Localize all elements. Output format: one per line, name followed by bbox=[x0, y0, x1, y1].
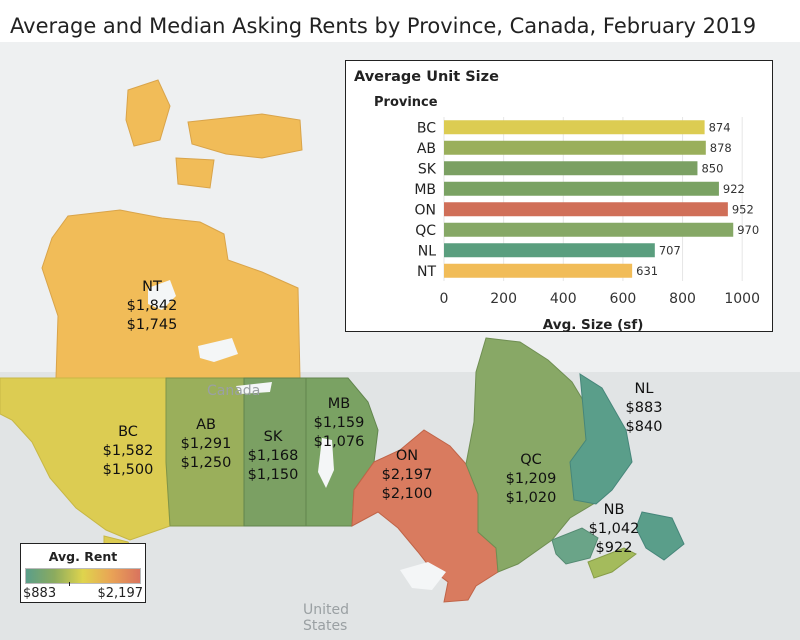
label-bc-avg: $1,582 bbox=[102, 443, 154, 459]
lake-athabasca bbox=[236, 382, 272, 394]
y-tick-label: SK bbox=[418, 161, 437, 177]
label-ab-code: AB bbox=[196, 417, 216, 433]
label-qc-avg: $1,209 bbox=[505, 471, 557, 487]
label-on-avg: $2,197 bbox=[381, 467, 433, 483]
bar bbox=[444, 202, 728, 217]
x-tick-label: 200 bbox=[490, 291, 517, 307]
label-sk-code: SK bbox=[263, 429, 283, 445]
y-tick-label: BC bbox=[417, 120, 436, 136]
label-qc-code: QC bbox=[520, 452, 542, 468]
map-country-label: Canada bbox=[207, 383, 261, 399]
bar bbox=[444, 243, 655, 258]
data-label: 878 bbox=[710, 141, 732, 155]
label-nb-code: NB bbox=[603, 502, 625, 518]
bar bbox=[444, 263, 633, 278]
x-tick-label: 0 bbox=[440, 291, 449, 307]
data-label: 707 bbox=[659, 243, 681, 257]
map-country-label-us: United States bbox=[303, 602, 349, 634]
bar bbox=[444, 140, 706, 155]
label-bc-median: $1,500 bbox=[102, 462, 154, 478]
label-mb[interactable]: MB $1,159 $1,076 bbox=[314, 395, 365, 452]
label-nb[interactable]: NB $1,042 $922 bbox=[589, 501, 640, 558]
label-nl[interactable]: NL $883 $840 bbox=[626, 380, 663, 437]
y-tick-label: NL bbox=[418, 243, 436, 259]
x-tick-label: 600 bbox=[610, 291, 637, 307]
data-label: 922 bbox=[723, 182, 745, 196]
region-ab[interactable] bbox=[165, 377, 245, 527]
region-nt-island-1[interactable] bbox=[125, 79, 171, 147]
x-tick-label: 800 bbox=[669, 291, 696, 307]
label-nt-median: $1,745 bbox=[126, 317, 178, 333]
label-mb-code: MB bbox=[327, 396, 351, 412]
data-label: 631 bbox=[636, 264, 658, 278]
label-qc-median: $1,020 bbox=[505, 490, 557, 506]
region-nt-island-3[interactable] bbox=[175, 157, 215, 189]
legend-min-label: $883 bbox=[23, 586, 57, 601]
y-tick-label: MB bbox=[414, 182, 436, 198]
label-ab-median: $1,250 bbox=[180, 455, 232, 471]
province-map[interactable] bbox=[0, 42, 800, 640]
row-header: Province bbox=[374, 95, 438, 110]
y-tick-label: NT bbox=[417, 264, 436, 280]
x-tick-label: 400 bbox=[550, 291, 577, 307]
bar bbox=[444, 120, 705, 135]
great-bear-lake bbox=[148, 280, 176, 310]
region-ns[interactable] bbox=[587, 547, 637, 579]
data-label: 970 bbox=[737, 223, 759, 237]
label-bc[interactable]: BC $1,582 $1,500 bbox=[103, 423, 154, 480]
page-title: Average and Median Asking Rents by Provi… bbox=[10, 14, 757, 38]
label-on-median: $2,100 bbox=[381, 486, 433, 502]
bar bbox=[444, 181, 719, 196]
label-nl-avg: $883 bbox=[625, 400, 663, 416]
region-qc[interactable] bbox=[465, 337, 603, 573]
data-label: 850 bbox=[701, 161, 723, 175]
label-nt-code: NT bbox=[142, 279, 162, 295]
chart-title: Average Unit Size bbox=[354, 69, 499, 85]
label-sk[interactable]: SK $1,168 $1,150 bbox=[248, 428, 299, 485]
region-nl-island[interactable] bbox=[635, 511, 685, 561]
y-tick-label: QC bbox=[415, 223, 436, 239]
label-qc[interactable]: QC $1,209 $1,020 bbox=[506, 451, 557, 508]
region-nb[interactable] bbox=[551, 527, 599, 565]
label-mb-median: $1,076 bbox=[313, 434, 365, 450]
great-slave-lake bbox=[198, 338, 238, 362]
unit-size-bars: 0 200 400 600 800 1000 BC 874 AB 878 SK 850 MB 922 ON 9… bbox=[414, 117, 760, 333]
rent-color-legend[interactable]: Avg. Rent $883 $2,197 bbox=[20, 543, 146, 603]
x-axis-label: Avg. Size (sf) bbox=[543, 317, 644, 333]
label-ab[interactable]: AB $1,291 $1,250 bbox=[181, 416, 232, 473]
label-nl-median: $840 bbox=[625, 419, 663, 435]
region-nt-island-2[interactable] bbox=[187, 113, 303, 159]
bar bbox=[444, 222, 734, 237]
label-nl-code: NL bbox=[634, 381, 654, 397]
lake-winnipeg bbox=[318, 438, 334, 488]
legend-max-label: $2,197 bbox=[97, 586, 144, 601]
label-nb-median: $922 bbox=[595, 540, 633, 556]
label-on-code: ON bbox=[395, 448, 419, 464]
label-sk-median: $1,150 bbox=[247, 467, 299, 483]
y-tick-label: ON bbox=[415, 202, 437, 218]
data-label: 874 bbox=[709, 120, 731, 134]
label-on[interactable]: ON $2,197 $2,100 bbox=[382, 447, 433, 504]
data-label: 952 bbox=[732, 202, 754, 216]
label-nt[interactable]: NT $1,842 $1,745 bbox=[127, 278, 178, 335]
x-tick-label: 1000 bbox=[724, 291, 760, 307]
label-bc-code: BC bbox=[118, 424, 138, 440]
unit-size-chart[interactable]: 0 200 400 600 800 1000 BC 874 AB 878 SK 850 MB 922 ON 9… bbox=[345, 60, 773, 333]
bar bbox=[444, 161, 698, 176]
region-nl[interactable] bbox=[569, 373, 633, 505]
label-ab-avg: $1,291 bbox=[180, 436, 232, 452]
legend-tick bbox=[69, 582, 70, 586]
y-tick-label: AB bbox=[417, 141, 436, 157]
region-on[interactable] bbox=[351, 429, 499, 603]
label-sk-avg: $1,168 bbox=[247, 448, 299, 464]
legend-title: Avg. Rent bbox=[48, 549, 118, 564]
label-nb-avg: $1,042 bbox=[588, 521, 640, 537]
great-lakes bbox=[400, 562, 446, 590]
label-mb-avg: $1,159 bbox=[313, 415, 365, 431]
label-nt-avg: $1,842 bbox=[126, 298, 178, 314]
legend-gradient bbox=[25, 568, 141, 584]
